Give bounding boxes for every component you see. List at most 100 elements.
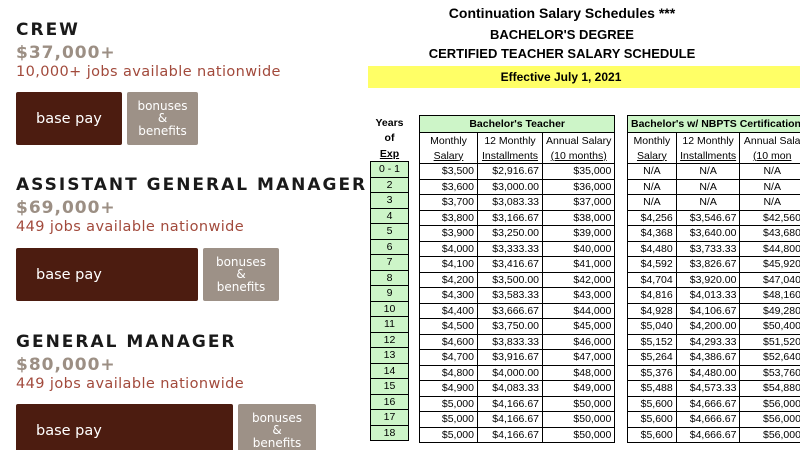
table-row: $4,200 $3,500.00 $42,000 — [419, 271, 616, 288]
salary-cell: $4,800 — [419, 364, 478, 381]
salary-cell: $56,000 — [739, 411, 800, 428]
salary-cell: $4,293.33 — [675, 333, 741, 350]
table-row: 17 — [370, 409, 409, 426]
salary-cell: $5,376 — [627, 364, 677, 381]
job-salary: $37,000+ — [16, 43, 116, 63]
salary-cell: $4,704 — [627, 271, 677, 288]
salary-cell: $49,280 — [739, 302, 800, 319]
salary-cell: $5,000 — [419, 395, 478, 412]
years-header-row: Exp — [371, 146, 409, 162]
salary-cell: $56,000 — [739, 395, 800, 412]
column-header: Annual Sala — [739, 132, 800, 148]
salary-cell: $3,800 — [419, 209, 478, 226]
salary-cell: $4,300 — [419, 287, 478, 304]
salary-cell: N/A — [739, 194, 800, 211]
bonus-label-line: benefits — [216, 279, 266, 294]
column-subheader: (10 months) — [541, 148, 616, 164]
table-title-row: Bachelor's w/ NBPTS Certification — [627, 115, 800, 133]
salary-cell: $4,592 — [627, 256, 677, 273]
salary-cell: N/A — [739, 163, 800, 180]
base-pay-bar[interactable]: base pay — [16, 248, 198, 301]
bonuses-benefits-bar[interactable]: bonuses & benefits — [238, 404, 316, 450]
base-pay-bar[interactable]: base pay — [16, 92, 122, 145]
job-title: ASSISTANT GENERAL MANAGER — [16, 175, 368, 195]
years-header-row: of — [371, 131, 409, 147]
schedule-name: CERTIFIED TEACHER SALARY SCHEDULE — [428, 46, 696, 61]
salary-cell: N/A — [627, 163, 677, 180]
salary-cell: $3,920.00 — [675, 271, 741, 288]
salary-cell: $5,264 — [627, 349, 677, 366]
years-of-experience-column: Years of Exp 0 - 1 2 3 4 5 6 7 8 9 10 11 12 13 14 15 16 17 1… — [370, 115, 409, 441]
salary-cell: N/A — [627, 178, 677, 195]
column-header: 12 Monthly — [675, 132, 741, 148]
salary-cell: $4,200 — [419, 271, 478, 288]
table-row: $5,000 $4,166.67 $50,000 — [419, 426, 616, 443]
salary-cell: $4,000.00 — [477, 364, 543, 381]
salary-cell: $3,546.67 — [675, 209, 741, 226]
bonus-label-line: & — [236, 267, 246, 282]
salary-cell: $4,100 — [419, 256, 478, 273]
salary-cell: $3,083.33 — [477, 194, 543, 211]
years-cell: 13 — [370, 347, 409, 364]
salary-cell: $47,000 — [541, 349, 616, 366]
table-row: $4,480 $3,733.33 $44,800 — [627, 240, 800, 257]
salary-cell: $4,666.67 — [675, 426, 741, 443]
salary-cell: $4,000 — [419, 240, 478, 257]
years-cell: 14 — [370, 362, 409, 379]
job-pay-panel: CREW $37,000+ 10,000+ jobs available nat… — [0, 0, 365, 450]
table-row: $5,152 $4,293.33 $51,520 — [627, 333, 800, 350]
salary-cell: $3,826.67 — [675, 256, 741, 273]
years-cell: 11 — [370, 316, 409, 333]
salary-cell: $5,488 — [627, 380, 677, 397]
bonus-label-line: bonuses — [137, 98, 188, 113]
column-subheader: Installments — [675, 148, 741, 164]
table-row: $5,264 $4,386.67 $52,640 — [627, 349, 800, 366]
table-row: $5,488 $4,573.33 $54,880 — [627, 380, 800, 397]
bonuses-benefits-bar[interactable]: bonuses & benefits — [127, 92, 198, 145]
table-row: 4 — [370, 207, 409, 224]
salary-cell: $40,000 — [541, 240, 616, 257]
table-row: 18 — [370, 424, 409, 441]
salary-cell: $36,000 — [541, 178, 616, 195]
years-cell: 6 — [370, 238, 409, 255]
salary-cell: $43,000 — [541, 287, 616, 304]
table-row: $4,256 $3,546.67 $42,560 — [627, 209, 800, 226]
table-row: 6 — [370, 238, 409, 255]
salary-cell: $4,666.67 — [675, 411, 741, 428]
salary-cell: $35,000 — [541, 163, 616, 180]
years-cell: 8 — [370, 269, 409, 286]
table-row: 16 — [370, 393, 409, 410]
salary-cell: $50,400 — [739, 318, 800, 335]
column-subheader: Installments — [477, 148, 543, 164]
table-row: $5,000 $4,166.67 $50,000 — [419, 411, 616, 428]
table-row: 0 - 1 — [370, 161, 409, 178]
table-row: $5,376 $4,480.00 $53,760 — [627, 364, 800, 381]
salary-cell: $49,000 — [541, 380, 616, 397]
years-cell: 18 — [370, 424, 409, 441]
table-row: 10 — [370, 300, 409, 317]
table-row: 3 — [370, 192, 409, 209]
table-row: 2 — [370, 176, 409, 193]
salary-cell: $50,000 — [541, 395, 616, 412]
salary-cell: $45,000 — [541, 318, 616, 335]
table-title: Bachelor's w/ NBPTS Certification — [627, 115, 800, 133]
table-row: $5,600 $4,666.67 $56,000 — [627, 426, 800, 443]
salary-cell: $54,880 — [739, 380, 800, 397]
salary-cell: $3,916.67 — [477, 349, 543, 366]
table-row: 9 — [370, 285, 409, 302]
base-pay-bar[interactable]: base pay — [16, 404, 233, 450]
salary-cell: $3,250.00 — [477, 225, 543, 242]
salary-cell: $3,583.33 — [477, 287, 543, 304]
column-header: Monthly — [627, 132, 677, 148]
salary-cell: $41,000 — [541, 256, 616, 273]
table-row: $3,900 $3,250.00 $39,000 — [419, 225, 616, 242]
salary-cell: $50,000 — [541, 426, 616, 443]
table-row: $4,816 $4,013.33 $48,160 — [627, 287, 800, 304]
salary-cell: $3,640.00 — [675, 225, 741, 242]
salary-cell: $4,400 — [419, 302, 478, 319]
salary-cell: $3,000.00 — [477, 178, 543, 195]
bonuses-benefits-bar[interactable]: bonuses & benefits — [203, 248, 279, 301]
column-header-row: Salary Installments (10 mon — [627, 148, 800, 164]
salary-cell: $4,166.67 — [477, 395, 543, 412]
salary-cell: $42,000 — [541, 271, 616, 288]
